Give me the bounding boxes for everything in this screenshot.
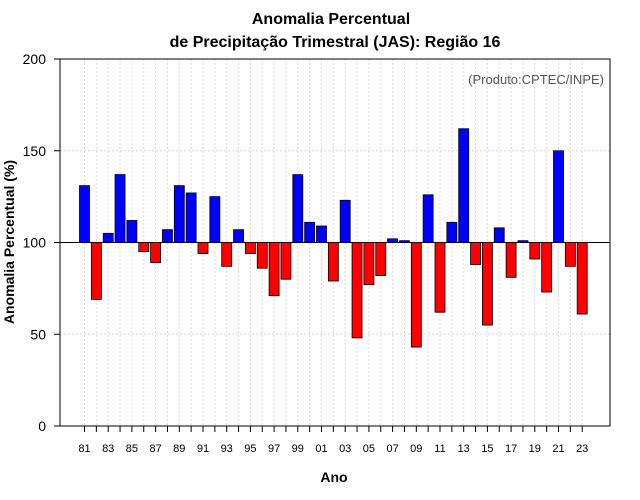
bar-19 xyxy=(529,242,541,260)
bar-99 xyxy=(292,174,304,243)
bar-03 xyxy=(339,199,351,243)
chart-title: Anomalia Percentual xyxy=(252,11,410,28)
bar-06 xyxy=(375,242,387,276)
bar-21 xyxy=(553,150,564,243)
x-tick-label: 99 xyxy=(292,443,304,455)
x-tick-label: 21 xyxy=(552,443,564,455)
bar-23 xyxy=(576,242,588,315)
x-tick-label: 91 xyxy=(197,443,209,455)
bar-96 xyxy=(256,242,268,269)
x-tick-label: 83 xyxy=(102,443,114,455)
bar-91 xyxy=(197,242,209,254)
bar-07 xyxy=(387,238,399,243)
bar-97 xyxy=(268,242,280,297)
bar-04 xyxy=(351,242,363,339)
x-tick-label: 97 xyxy=(268,443,280,455)
bar-12 xyxy=(446,221,458,243)
bar-92 xyxy=(209,196,221,243)
bar-00 xyxy=(304,221,316,243)
bar-15 xyxy=(481,242,493,326)
bar-14 xyxy=(470,242,481,265)
bar-16 xyxy=(493,227,505,243)
y-tick-label: 50 xyxy=(30,326,46,342)
bar-93 xyxy=(221,242,233,267)
bar-22 xyxy=(564,242,576,267)
bar-81 xyxy=(79,185,90,243)
bar-13 xyxy=(458,128,470,243)
bar-90 xyxy=(185,192,197,243)
x-tick-label: 05 xyxy=(363,443,375,455)
x-tick-label: 81 xyxy=(78,443,90,455)
bar-84 xyxy=(114,174,126,243)
bar-89 xyxy=(173,185,185,243)
bar-95 xyxy=(244,242,256,254)
bar-94 xyxy=(233,229,244,243)
x-tick-label: 23 xyxy=(576,443,588,455)
x-tick-label: 87 xyxy=(149,443,161,455)
y-axis-label: Anomalia Percentual (%) xyxy=(1,160,17,324)
y-tick-label: 0 xyxy=(38,418,46,434)
bar-20 xyxy=(541,242,553,293)
bars xyxy=(79,128,588,348)
bar-82 xyxy=(90,242,102,300)
y-tick-label: 100 xyxy=(23,235,47,251)
x-tick-label: 01 xyxy=(315,443,327,455)
x-axis: 81 83 85 87 89 91 93 95 97 99 01 03 05 07 09 11 13 15 17 19… xyxy=(78,426,588,455)
x-tick-label: 09 xyxy=(410,443,422,455)
y-axis: 0 50 100 150 200 xyxy=(23,51,60,434)
credit-text: (Produto:CPTEC/INPE) xyxy=(468,72,604,87)
x-tick-label: 11 xyxy=(434,443,445,455)
bar-10 xyxy=(422,194,434,243)
bar-85 xyxy=(126,220,138,243)
y-tick-label: 200 xyxy=(23,51,47,67)
bar-88 xyxy=(162,229,173,243)
x-tick-label: 95 xyxy=(244,443,256,455)
bar-05 xyxy=(363,242,375,286)
x-tick-label: 13 xyxy=(458,443,470,455)
bar-83 xyxy=(102,232,114,243)
bar-86 xyxy=(138,242,150,253)
y-tick-label: 150 xyxy=(23,143,47,159)
x-tick-label: 03 xyxy=(339,443,351,455)
grid xyxy=(60,58,610,427)
bar-01 xyxy=(316,225,327,243)
chart-subtitle: de Precipitação Trimestral (JAS): Região… xyxy=(170,34,501,51)
x-tick-label: 19 xyxy=(529,443,541,455)
x-tick-label: 89 xyxy=(173,443,185,455)
x-tick-label: 17 xyxy=(505,443,517,455)
bar-87 xyxy=(150,242,162,264)
bar-17 xyxy=(505,242,517,278)
x-tick-label: 15 xyxy=(481,443,493,455)
bar-11 xyxy=(434,242,446,313)
bar-09 xyxy=(410,242,422,348)
x-tick-label: 85 xyxy=(126,443,138,455)
x-tick-label: 07 xyxy=(386,443,398,455)
x-axis-label: Ano xyxy=(320,469,347,485)
bar-02 xyxy=(327,242,339,282)
bar-98 xyxy=(280,242,292,280)
x-tick-label: 93 xyxy=(221,443,233,455)
